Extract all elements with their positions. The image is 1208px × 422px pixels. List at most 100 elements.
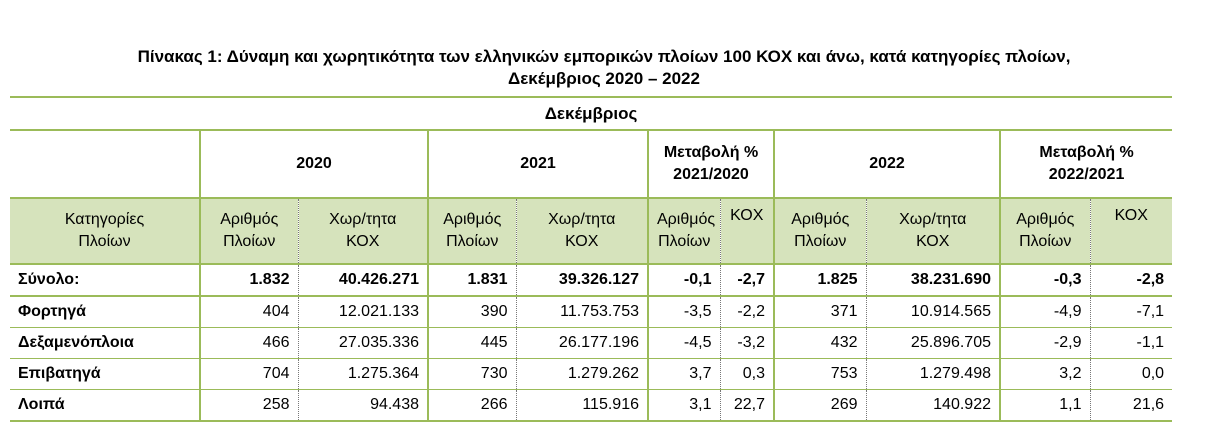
capacity-header-line-2: ΚΟΧ bbox=[565, 233, 599, 250]
cell-number-2021: 1.831 bbox=[427, 264, 516, 297]
cell-kox-change-1: -2,2 bbox=[719, 296, 774, 328]
cell-number-2022: 1.825 bbox=[773, 264, 866, 297]
cell-capacity-2022: 10.914.565 bbox=[865, 296, 1000, 328]
cell-number-2020: 1.832 bbox=[199, 264, 298, 297]
row-label: Επιβατηγά bbox=[10, 358, 200, 390]
year-2020-header: 2020 bbox=[199, 129, 428, 199]
cell-capacity-2021: 1.279.262 bbox=[515, 358, 648, 390]
cell-number-change-1: -3,5 bbox=[647, 296, 720, 328]
cell-kox-change-2: 21,6 bbox=[1089, 389, 1173, 422]
ships-table: Δεκέμβριος 2020 2021 Μεταβολή % 2021/202… bbox=[10, 96, 1173, 422]
capacity-header-line-1: Χωρ/τητα bbox=[899, 211, 967, 228]
row-label: Σύνολο: bbox=[10, 264, 200, 297]
category-header-line-1: Κατηγορίες bbox=[64, 211, 145, 228]
capacity-header-line-1: Χωρ/τητα bbox=[548, 211, 616, 228]
change-header-line-2: 2021/2020 bbox=[673, 166, 749, 183]
month-header: Δεκέμβριος bbox=[10, 96, 1173, 130]
number-header-line-2: Πλοίων bbox=[223, 233, 276, 250]
kox-change-column-header: ΚΟΧ bbox=[1089, 198, 1173, 265]
cell-capacity-2022: 1.279.498 bbox=[865, 358, 1000, 390]
number-column-header: Αριθμός Πλοίων bbox=[199, 198, 298, 265]
cell-capacity-2020: 12.021.133 bbox=[297, 296, 428, 328]
row-label: Λοιπά bbox=[10, 389, 200, 422]
row-label: Φορτηγά bbox=[10, 296, 200, 328]
cell-kox-change-2: -2,8 bbox=[1089, 264, 1173, 297]
capacity-column-header: Χωρ/τητα ΚΟΧ bbox=[297, 198, 428, 265]
cell-number-change-2: 1,1 bbox=[999, 389, 1090, 422]
cell-number-2022: 432 bbox=[773, 327, 866, 359]
cell-capacity-2020: 40.426.271 bbox=[297, 264, 428, 297]
cell-number-2022: 371 bbox=[773, 296, 866, 328]
cell-capacity-2020: 27.035.336 bbox=[297, 327, 428, 359]
empty-header-cell bbox=[10, 129, 200, 199]
header-row-subcolumns: Κατηγορίες Πλοίων Αριθμός Πλοίων Χωρ/τητ… bbox=[10, 198, 1173, 265]
cell-capacity-2021: 11.753.753 bbox=[515, 296, 648, 328]
header-row-month: Δεκέμβριος bbox=[10, 96, 1173, 130]
number-header-line-1: Αριθμός bbox=[1016, 211, 1075, 228]
cell-number-change-2: -4,9 bbox=[999, 296, 1090, 328]
number-header-line-2: Πλοίων bbox=[446, 233, 499, 250]
number-header-line-2: Πλοίων bbox=[658, 233, 711, 250]
capacity-header-line-2: ΚΟΧ bbox=[916, 233, 950, 250]
cell-capacity-2021: 39.326.127 bbox=[515, 264, 648, 297]
cell-kox-change-2: 0,0 bbox=[1089, 358, 1173, 390]
cell-capacity-2022: 25.896.705 bbox=[865, 327, 1000, 359]
cell-number-2021: 390 bbox=[427, 296, 516, 328]
cell-number-2020: 404 bbox=[199, 296, 298, 328]
cell-capacity-2020: 1.275.364 bbox=[297, 358, 428, 390]
change-header-line-1: Μεταβολή % bbox=[663, 144, 759, 161]
table-row: Λοιπά 258 94.438 266 115.916 3,1 22,7 26… bbox=[10, 389, 1173, 422]
number-column-header: Αριθμός Πλοίων bbox=[773, 198, 866, 265]
cell-capacity-2022: 38.231.690 bbox=[865, 264, 1000, 297]
change-2021-2020-header: Μεταβολή % 2021/2020 bbox=[647, 129, 774, 199]
cell-kox-change-1: 0,3 bbox=[719, 358, 774, 390]
table-row: Επιβατηγά 704 1.275.364 730 1.279.262 3,… bbox=[10, 358, 1173, 390]
table-title-line-1: Πίνακας 1: Δύναμη και χωρητικότητα των ε… bbox=[137, 47, 1071, 66]
number-change-column-header: Αριθμός Πλοίων bbox=[647, 198, 720, 265]
table-row: Φορτηγά 404 12.021.133 390 11.753.753 -3… bbox=[10, 296, 1173, 328]
cell-capacity-2021: 115.916 bbox=[515, 389, 648, 422]
capacity-header-line-2: ΚΟΧ bbox=[346, 233, 380, 250]
header-row-years: 2020 2021 Μεταβολή % 2021/2020 2022 Μετα… bbox=[10, 129, 1173, 199]
number-header-line-2: Πλοίων bbox=[794, 233, 847, 250]
number-header-line-2: Πλοίων bbox=[1019, 233, 1072, 250]
number-header-line-1: Αριθμός bbox=[791, 211, 850, 228]
cell-number-2022: 269 bbox=[773, 389, 866, 422]
cell-number-2021: 445 bbox=[427, 327, 516, 359]
change-header-line-1: Μεταβολή % bbox=[1039, 144, 1134, 161]
cell-number-2020: 466 bbox=[199, 327, 298, 359]
cell-capacity-2022: 140.922 bbox=[865, 389, 1000, 422]
capacity-column-header: Χωρ/τητα ΚΟΧ bbox=[865, 198, 1000, 265]
number-change-column-header: Αριθμός Πλοίων bbox=[999, 198, 1090, 265]
number-header-line-1: Αριθμός bbox=[220, 211, 279, 228]
kox-change-column-header: ΚΟΧ bbox=[719, 198, 774, 265]
cell-number-2020: 704 bbox=[199, 358, 298, 390]
cell-number-2021: 730 bbox=[427, 358, 516, 390]
number-header-line-1: Αριθμός bbox=[657, 211, 716, 228]
change-header-line-2: 2022/2021 bbox=[1048, 166, 1125, 183]
cell-kox-change-2: -1,1 bbox=[1089, 327, 1173, 359]
table-row: Δεξαμενόπλοια 466 27.035.336 445 26.177.… bbox=[10, 327, 1173, 359]
capacity-header-line-1: Χωρ/τητα bbox=[329, 211, 397, 228]
table-row-total: Σύνολο: 1.832 40.426.271 1.831 39.326.12… bbox=[10, 264, 1173, 297]
table-title-line-2: Δεκέμβριος 2020 – 2022 bbox=[508, 69, 700, 88]
row-label: Δεξαμενόπλοια bbox=[10, 327, 200, 359]
cell-capacity-2021: 26.177.196 bbox=[515, 327, 648, 359]
cell-number-change-2: -0,3 bbox=[999, 264, 1090, 297]
cell-number-change-2: 3,2 bbox=[999, 358, 1090, 390]
number-header-line-1: Αριθμός bbox=[443, 211, 502, 228]
category-column-header: Κατηγορίες Πλοίων bbox=[10, 198, 200, 265]
cell-number-change-1: 3,7 bbox=[647, 358, 720, 390]
cell-number-change-1: -0,1 bbox=[647, 264, 720, 297]
year-2022-header: 2022 bbox=[773, 129, 1000, 199]
number-column-header: Αριθμός Πλοίων bbox=[427, 198, 516, 265]
cell-kox-change-2: -7,1 bbox=[1089, 296, 1173, 328]
category-header-line-2: Πλοίων bbox=[78, 233, 131, 250]
cell-number-change-1: 3,1 bbox=[647, 389, 720, 422]
cell-kox-change-1: -3,2 bbox=[719, 327, 774, 359]
cell-number-2022: 753 bbox=[773, 358, 866, 390]
cell-capacity-2020: 94.438 bbox=[297, 389, 428, 422]
cell-number-2021: 266 bbox=[427, 389, 516, 422]
table-title: Πίνακας 1: Δύναμη και χωρητικότητα των ε… bbox=[0, 46, 1208, 90]
cell-kox-change-1: -2,7 bbox=[719, 264, 774, 297]
